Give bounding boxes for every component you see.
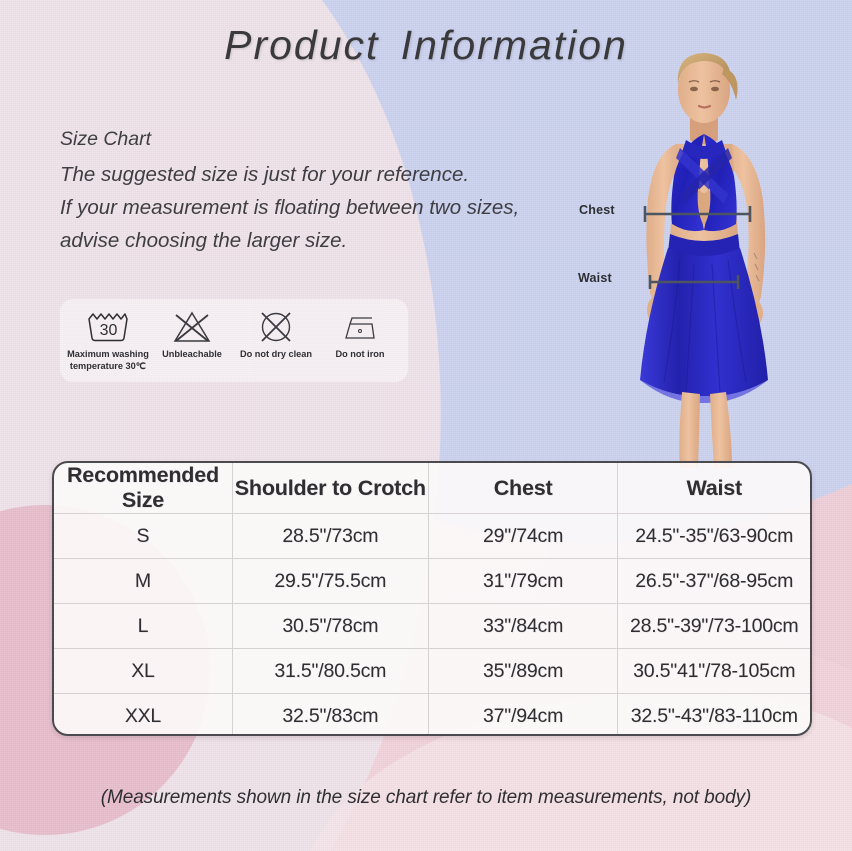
care-item-washing: 30 Maximum washing temperature 30℃ bbox=[66, 307, 150, 373]
page-title: Product Information bbox=[224, 22, 628, 68]
cell-size: M bbox=[54, 558, 233, 604]
footer-note: (Measurements shown in the size chart re… bbox=[100, 787, 752, 808]
cell-waist: 24.5"-35"/63-90cm bbox=[617, 513, 810, 559]
care-label-bleach: Unbleachable bbox=[162, 349, 222, 359]
chest-measure-label: Chest bbox=[579, 203, 615, 217]
care-item-dry-clean: Do not dry clean bbox=[234, 307, 318, 361]
care-item-iron: Do not iron bbox=[318, 307, 402, 361]
column-header-waist: Waist bbox=[617, 463, 810, 514]
model-skirt bbox=[640, 248, 768, 397]
table-row: M 29.5"/75.5cm 31"/79cm 26.5"-37"/68-95c… bbox=[54, 558, 810, 604]
column-header-chest: Chest bbox=[428, 463, 619, 514]
size-chart-table: Recommended Size Shoulder to Crotch Ches… bbox=[52, 461, 812, 736]
table-row: L 30.5"/78cm 33"/84cm 28.5"-39"/73-100cm bbox=[54, 603, 810, 649]
intro-line-2: If your measurement is floating between … bbox=[60, 195, 520, 219]
cell-size: XXL bbox=[54, 693, 233, 734]
care-label-dry-clean: Do not dry clean bbox=[240, 349, 312, 359]
size-chart-intro: Size Chart The suggested size is just fo… bbox=[60, 124, 590, 257]
cell-shoulder-to-crotch: 30.5"/78cm bbox=[232, 603, 429, 649]
cell-size: S bbox=[54, 513, 233, 559]
intro-line-1: The suggested size is just for your refe… bbox=[60, 162, 470, 186]
care-instructions-panel: 30 Maximum washing temperature 30℃ Unble… bbox=[60, 299, 408, 382]
column-header-shoulder-to-crotch: Shoulder to Crotch bbox=[232, 463, 429, 514]
size-chart-heading: Size Chart bbox=[60, 128, 152, 150]
wash-tub-30-icon: 30 bbox=[85, 307, 131, 347]
cell-waist: 32.5"-43"/83-110cm bbox=[630, 704, 798, 727]
column-header-size: Recommended Size bbox=[54, 463, 233, 514]
cell-waist: 26.5"-37"/68-95cm bbox=[617, 558, 810, 604]
intro-line-3: advise choosing the larger size. bbox=[60, 228, 348, 252]
cell-shoulder-to-crotch: 31.5"/80.5cm bbox=[232, 648, 429, 694]
no-dry-clean-icon bbox=[256, 307, 296, 347]
cell-size: L bbox=[54, 603, 233, 649]
cell-chest: 37"/94cm bbox=[428, 693, 619, 734]
cell-size: XL bbox=[54, 648, 233, 694]
cell-chest: 33"/84cm bbox=[428, 603, 619, 649]
waist-measure-label: Waist bbox=[578, 271, 612, 285]
cell-chest: 29"/74cm bbox=[428, 513, 619, 559]
cell-shoulder-to-crotch: 28.5"/73cm bbox=[232, 513, 429, 559]
wash-temperature-value: 30 bbox=[100, 322, 118, 339]
no-bleach-icon bbox=[171, 307, 213, 347]
care-label-iron: Do not iron bbox=[335, 349, 385, 359]
table-row: S 28.5"/73cm 29"/74cm 24.5"-35"/63-90cm bbox=[54, 513, 810, 559]
care-label-washing: Maximum washing temperature 30℃ bbox=[67, 349, 149, 371]
cell-waist: 28.5"-39"/73-100cm bbox=[617, 603, 810, 649]
cell-chest: 35"/89cm bbox=[428, 648, 619, 694]
model-bodice-left bbox=[671, 134, 704, 232]
cell-shoulder-to-crotch: 29.5"/75.5cm bbox=[232, 558, 429, 604]
model-left-arm bbox=[646, 144, 684, 303]
cell-waist: 30.5"41"/78-105cm bbox=[617, 648, 810, 694]
model-hair bbox=[677, 53, 732, 86]
table-row: XL 31.5"/80.5cm 35"/89cm 30.5"41"/78-105… bbox=[54, 648, 810, 694]
care-item-bleach: Unbleachable bbox=[150, 307, 234, 361]
model-bodice-right bbox=[704, 134, 737, 232]
no-iron-icon bbox=[337, 307, 383, 347]
table-header-row: Recommended Size Shoulder to Crotch Ches… bbox=[54, 463, 810, 514]
table-row: XXL 32.5"/83cm 37"/94cm 32.5"-43"/83-110… bbox=[54, 693, 810, 734]
model-photo bbox=[620, 48, 852, 468]
cell-shoulder-to-crotch: 32.5"/83cm bbox=[232, 693, 429, 734]
cell-chest: 31"/79cm bbox=[428, 558, 619, 604]
